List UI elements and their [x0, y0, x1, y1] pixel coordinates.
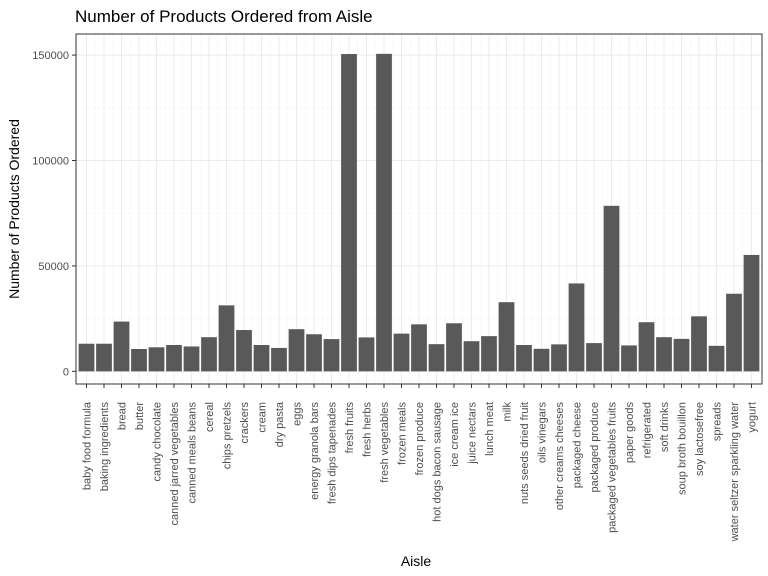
- x-tick-label: crackers: [239, 402, 251, 444]
- chart-title: Number of Products Ordered from Aisle: [75, 7, 373, 26]
- y-tick-label: 150000: [32, 50, 69, 62]
- x-axis-title: Aisle: [401, 553, 432, 569]
- x-tick-label: frozen meals: [397, 402, 409, 465]
- x-tick-label: water seltzer sparkling water: [729, 402, 741, 543]
- x-tick-label: soup broth bouillon: [677, 402, 689, 495]
- bar: [306, 334, 322, 372]
- x-axis-ticks: baby food formula baking ingredients bread…: [82, 384, 759, 542]
- x-tick-label: fresh herbs: [362, 402, 374, 458]
- bar: [201, 337, 217, 372]
- x-tick-label: ice cream ice: [449, 402, 461, 467]
- bar: [533, 348, 550, 372]
- y-tick-label: 0: [63, 366, 69, 378]
- bar: [621, 345, 637, 372]
- y-axis-title: Number of Products Ordered: [6, 119, 22, 299]
- x-tick-label: soft drinks: [659, 402, 671, 453]
- bar: [166, 344, 182, 372]
- bar: [253, 344, 270, 372]
- x-tick-label: packaged cheese: [572, 402, 584, 488]
- x-tick-label: baking ingredients: [99, 402, 111, 492]
- x-tick-label: lunch meat: [484, 402, 496, 456]
- bar: [376, 53, 392, 372]
- x-tick-label: eggs: [292, 402, 304, 426]
- x-tick-label: dry pasta: [274, 401, 286, 447]
- bar: [516, 344, 532, 372]
- bar: [673, 338, 690, 372]
- bar: [78, 343, 95, 372]
- bar: [131, 349, 147, 372]
- bar: [498, 302, 515, 372]
- x-tick-label: packaged vegetables fruits: [607, 402, 619, 533]
- x-tick-label: cereal: [204, 402, 216, 432]
- x-tick-label: chips pretzels: [222, 402, 234, 470]
- x-tick-label: nuts seeds dried fruit: [519, 402, 531, 504]
- bar: [96, 343, 112, 372]
- x-tick-label: candy chocolate: [152, 402, 164, 482]
- bar: [638, 322, 655, 372]
- bar: [586, 343, 602, 372]
- x-tick-label: paper goods: [624, 402, 636, 464]
- x-tick-label: packaged produce: [589, 402, 601, 493]
- bar: [551, 344, 567, 372]
- x-tick-label: canned jarred vegetables: [169, 402, 181, 526]
- x-tick-label: energy granola bars: [309, 402, 321, 500]
- bar: [218, 305, 235, 372]
- bar: [743, 254, 760, 372]
- bar: [656, 337, 672, 372]
- y-tick-label: 50000: [38, 261, 69, 273]
- bar: [358, 337, 375, 372]
- x-tick-label: soy lactosefree: [694, 402, 706, 476]
- x-tick-label: frozen produce: [414, 402, 426, 475]
- bars: [78, 53, 760, 372]
- bar: [271, 347, 287, 372]
- bar: [691, 316, 707, 372]
- bar: [481, 336, 497, 372]
- bar: [708, 345, 725, 372]
- bar: [428, 344, 445, 372]
- x-tick-label: spreads: [712, 402, 724, 442]
- bar: [568, 283, 585, 372]
- bar: [183, 346, 200, 372]
- bar: [393, 333, 410, 372]
- x-tick-label: juice nectars: [467, 402, 479, 465]
- x-tick-label: hot dogs bacon sausage: [432, 402, 444, 522]
- bar: [323, 339, 340, 372]
- x-tick-label: fresh vegetables: [379, 402, 391, 483]
- x-tick-label: cream: [257, 402, 269, 433]
- x-tick-label: oils vinegars: [537, 402, 549, 464]
- x-tick-label: butter: [134, 402, 146, 430]
- bar: [726, 293, 742, 372]
- bar: [113, 321, 130, 372]
- x-tick-label: bread: [117, 402, 129, 430]
- bar: [236, 330, 252, 372]
- bar: [148, 347, 165, 372]
- x-tick-label: refrigerated: [642, 402, 654, 458]
- bar: [341, 54, 357, 372]
- bar: [411, 324, 427, 372]
- x-tick-label: fresh fruits: [344, 402, 356, 454]
- x-tick-label: fresh dips tapenades: [327, 402, 339, 505]
- x-tick-label: canned meals beans: [187, 402, 199, 504]
- y-axis-ticks: 0 50000 100000 150000: [32, 50, 76, 378]
- bar: [446, 323, 462, 372]
- bar: [463, 341, 480, 372]
- bar: [603, 205, 620, 372]
- x-tick-label: yogurt: [747, 402, 759, 433]
- y-tick-label: 100000: [32, 156, 69, 168]
- x-tick-label: baby food formula: [82, 401, 94, 490]
- x-tick-label: other creams cheeses: [554, 402, 566, 511]
- x-tick-label: milk: [502, 402, 514, 422]
- bar: [288, 329, 305, 372]
